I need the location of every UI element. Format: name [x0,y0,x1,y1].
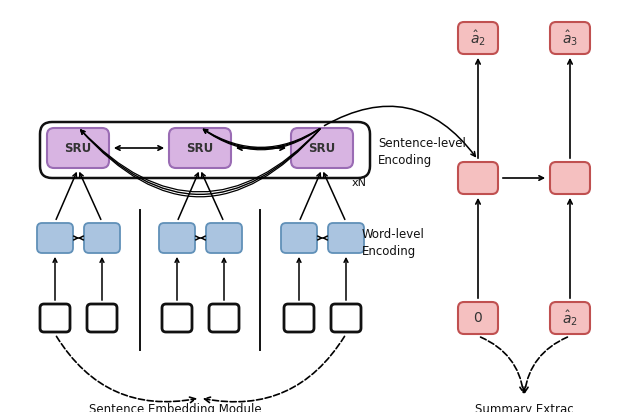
FancyBboxPatch shape [284,304,314,332]
Text: SRU: SRU [186,141,214,154]
Text: $\hat{a}_2$: $\hat{a}_2$ [470,28,486,48]
Text: 0: 0 [474,311,483,325]
Text: xN: xN [352,178,367,188]
Text: Sentence-level
Encoding: Sentence-level Encoding [378,137,466,167]
FancyBboxPatch shape [458,302,498,334]
FancyBboxPatch shape [331,304,361,332]
FancyBboxPatch shape [550,302,590,334]
FancyBboxPatch shape [458,22,498,54]
FancyBboxPatch shape [40,304,70,332]
FancyBboxPatch shape [87,304,117,332]
FancyBboxPatch shape [550,162,590,194]
FancyBboxPatch shape [206,223,242,253]
FancyBboxPatch shape [328,223,364,253]
FancyBboxPatch shape [169,128,231,168]
FancyBboxPatch shape [162,304,192,332]
FancyBboxPatch shape [458,162,498,194]
FancyBboxPatch shape [550,22,590,54]
Text: SRU: SRU [65,141,92,154]
Text: $\hat{a}_2$: $\hat{a}_2$ [562,308,578,328]
FancyBboxPatch shape [84,223,120,253]
Text: Summary Extrac: Summary Extrac [475,403,573,412]
Text: Sentence Embedding Module: Sentence Embedding Module [89,403,261,412]
Text: $\hat{a}_3$: $\hat{a}_3$ [562,28,578,48]
FancyBboxPatch shape [209,304,239,332]
FancyBboxPatch shape [291,128,353,168]
FancyBboxPatch shape [47,128,109,168]
FancyBboxPatch shape [159,223,195,253]
Text: Word-level
Encoding: Word-level Encoding [362,228,425,258]
FancyBboxPatch shape [281,223,317,253]
FancyBboxPatch shape [37,223,73,253]
Text: SRU: SRU [308,141,335,154]
